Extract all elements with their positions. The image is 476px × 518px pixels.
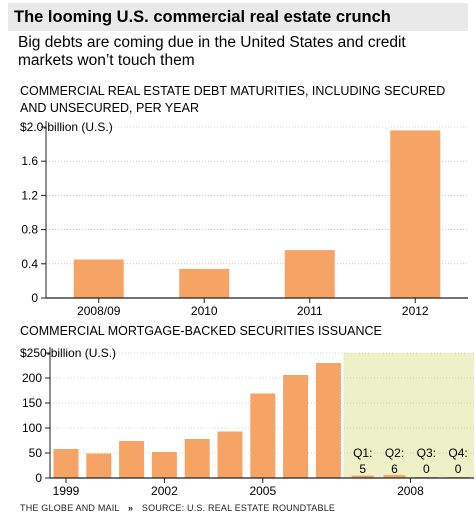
chart2-y-tick-label: $250-billion (U.S.) bbox=[20, 346, 116, 360]
chart2-bar-2007 bbox=[315, 363, 341, 478]
chart1-title-line: COMMERCIAL REAL ESTATE DEBT MATURITIES, … bbox=[20, 84, 445, 98]
chart1-x-tick-label: 2008/09 bbox=[77, 304, 121, 318]
chart2-y-tick-label: 0 bbox=[35, 471, 42, 485]
chart2-quarter-value: 0 bbox=[455, 462, 462, 476]
chart2-bar-2004 bbox=[217, 431, 243, 478]
chart1-y-tick-label: $2.0-billion (U.S.) bbox=[20, 120, 113, 134]
footer-separator: » bbox=[128, 503, 134, 513]
chart2-quarter-label: Q1: bbox=[353, 446, 372, 460]
publisher-label: THE GLOBE AND MAIL bbox=[20, 503, 120, 513]
chart2-bar-1999 bbox=[53, 449, 79, 478]
chart2-bar-2005 bbox=[250, 393, 276, 478]
page-subtitle: Big debts are coming due in the United S… bbox=[18, 34, 406, 69]
chart1-x-tick-label: 2011 bbox=[297, 304, 323, 318]
chart2-y-tick-label: 100 bbox=[22, 421, 42, 435]
chart2-bar-2000 bbox=[86, 453, 112, 478]
chart1-x-tick-label: 2012 bbox=[402, 304, 429, 318]
page-title: The looming U.S. commercial real estate … bbox=[8, 3, 468, 31]
footer: THE GLOBE AND MAIL » SOURCE: U.S. REAL E… bbox=[20, 503, 335, 513]
chart2-bar-2006 bbox=[283, 375, 309, 478]
chart2-quarter-label: Q4: bbox=[448, 446, 467, 460]
chart1-y-tick-label: 0 bbox=[31, 291, 38, 305]
chart2-y-tick-label: 150 bbox=[22, 396, 42, 410]
chart2-title: COMMERCIAL MORTGAGE-BACKED SECURITIES IS… bbox=[20, 324, 382, 338]
chart2-bar-2001 bbox=[119, 441, 145, 478]
chart2-bar-2003 bbox=[184, 439, 210, 478]
chart2-bar-2002 bbox=[151, 452, 177, 478]
chart2-y-tick-label: 50 bbox=[29, 446, 43, 460]
chart2-x-tick-label: 2008 bbox=[397, 484, 424, 498]
debt-maturities-chart: COMMERCIAL REAL ESTATE DEBT MATURITIES, … bbox=[20, 84, 468, 318]
chart2-x-tick-label: 1999 bbox=[53, 484, 80, 498]
chart1-y-tick-label: 0.4 bbox=[21, 257, 38, 271]
chart2-bar-Q2 bbox=[383, 475, 406, 478]
chart2-y-tick-label: 200 bbox=[22, 371, 42, 385]
chart1-title-line: AND UNSECURED, PER YEAR bbox=[20, 101, 199, 115]
chart1-bar-2008-09 bbox=[73, 259, 124, 298]
chart2-bar-Q1 bbox=[351, 475, 374, 478]
chart1-x-tick-label: 2010 bbox=[191, 304, 218, 318]
chart2-highlight-2008 bbox=[343, 353, 474, 478]
chart2-x-tick-label: 2002 bbox=[151, 484, 178, 498]
chart1-bar-2010 bbox=[179, 268, 230, 298]
cmbs-issuance-chart: COMMERCIAL MORTGAGE-BACKED SECURITIES IS… bbox=[20, 324, 474, 498]
chart2-quarter-value: 0 bbox=[423, 462, 430, 476]
source-label: SOURCE: U.S. REAL ESTATE ROUNDTABLE bbox=[141, 503, 336, 513]
chart1-y-tick-label: 0.8 bbox=[21, 223, 38, 237]
chart1-bar-2012 bbox=[390, 130, 441, 298]
chart2-quarter-label: Q3: bbox=[417, 446, 436, 460]
chart1-y-tick-label: 1.2 bbox=[21, 188, 38, 202]
chart1-bar-2011 bbox=[284, 250, 335, 298]
chart1-y-tick-label: 1.6 bbox=[21, 154, 38, 168]
chart2-quarter-value: 6 bbox=[391, 462, 398, 476]
chart2-quarter-label: Q2: bbox=[385, 446, 404, 460]
chart2-x-tick-label: 2005 bbox=[249, 484, 276, 498]
chart2-quarter-value: 5 bbox=[359, 462, 366, 476]
